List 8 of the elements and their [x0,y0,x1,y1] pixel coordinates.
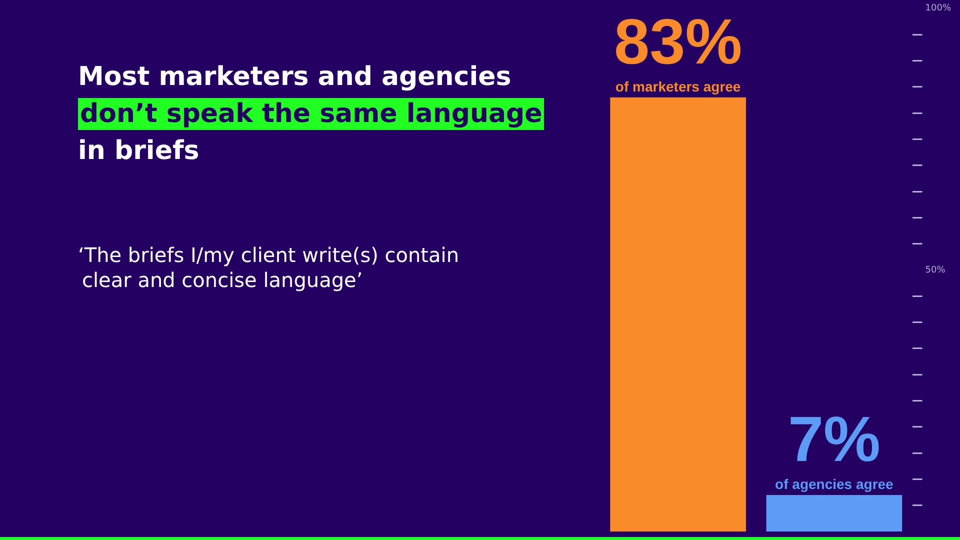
y-tick-label: 100% [925,4,952,14]
text: Most marketers and agencies don’t speak the same language in briefs [78,62,544,166]
text: ‘The briefs I/my client write(s) contain clear and concise language’ [78,243,460,293]
y-tick-label: 50% [925,265,946,276]
x-tick-label: of agencies agree [775,476,894,492]
data-label: 7% [788,402,880,475]
data-label: 83% [614,5,742,78]
x-tick-label: of marketers agree [615,78,741,94]
